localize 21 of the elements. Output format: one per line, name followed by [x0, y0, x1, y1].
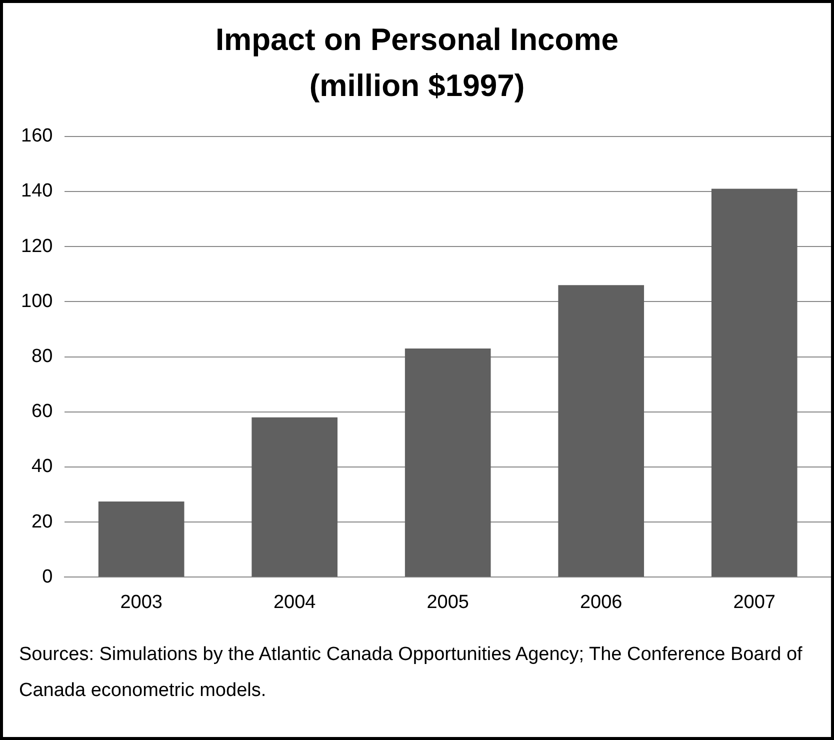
x-tick-label: 2004	[273, 592, 316, 613]
y-tick-label: 100	[21, 290, 53, 312]
x-tick-label: 2005	[426, 592, 469, 613]
source-note: Sources: Simulations by the Atlantic Canada Opportunities Agency; The Conference Board of Canada econometric models.	[19, 643, 804, 703]
y-tick-label: 0	[42, 566, 53, 588]
y-tick-label: 120	[21, 236, 53, 257]
bar	[711, 188, 798, 577]
bar	[252, 417, 338, 577]
y-tick-label: 60	[32, 401, 53, 422]
bar	[404, 348, 491, 577]
bar	[98, 501, 184, 577]
y-tick-label: 140	[21, 180, 53, 202]
y-tick-label: 20	[32, 511, 53, 532]
y-tick-label: 40	[32, 456, 53, 478]
x-tick-label: 2007	[733, 592, 776, 613]
x-tick-label: 2006	[580, 592, 622, 613]
y-tick-label: 160	[21, 126, 53, 147]
x-tick-label: 2003	[120, 592, 162, 613]
chart-title: Impact on Personal Income (million $1997)	[214, 21, 620, 105]
y-tick-label: 80	[32, 346, 53, 368]
bar	[558, 285, 644, 577]
